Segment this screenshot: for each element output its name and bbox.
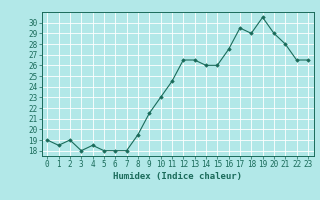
X-axis label: Humidex (Indice chaleur): Humidex (Indice chaleur) bbox=[113, 172, 242, 181]
